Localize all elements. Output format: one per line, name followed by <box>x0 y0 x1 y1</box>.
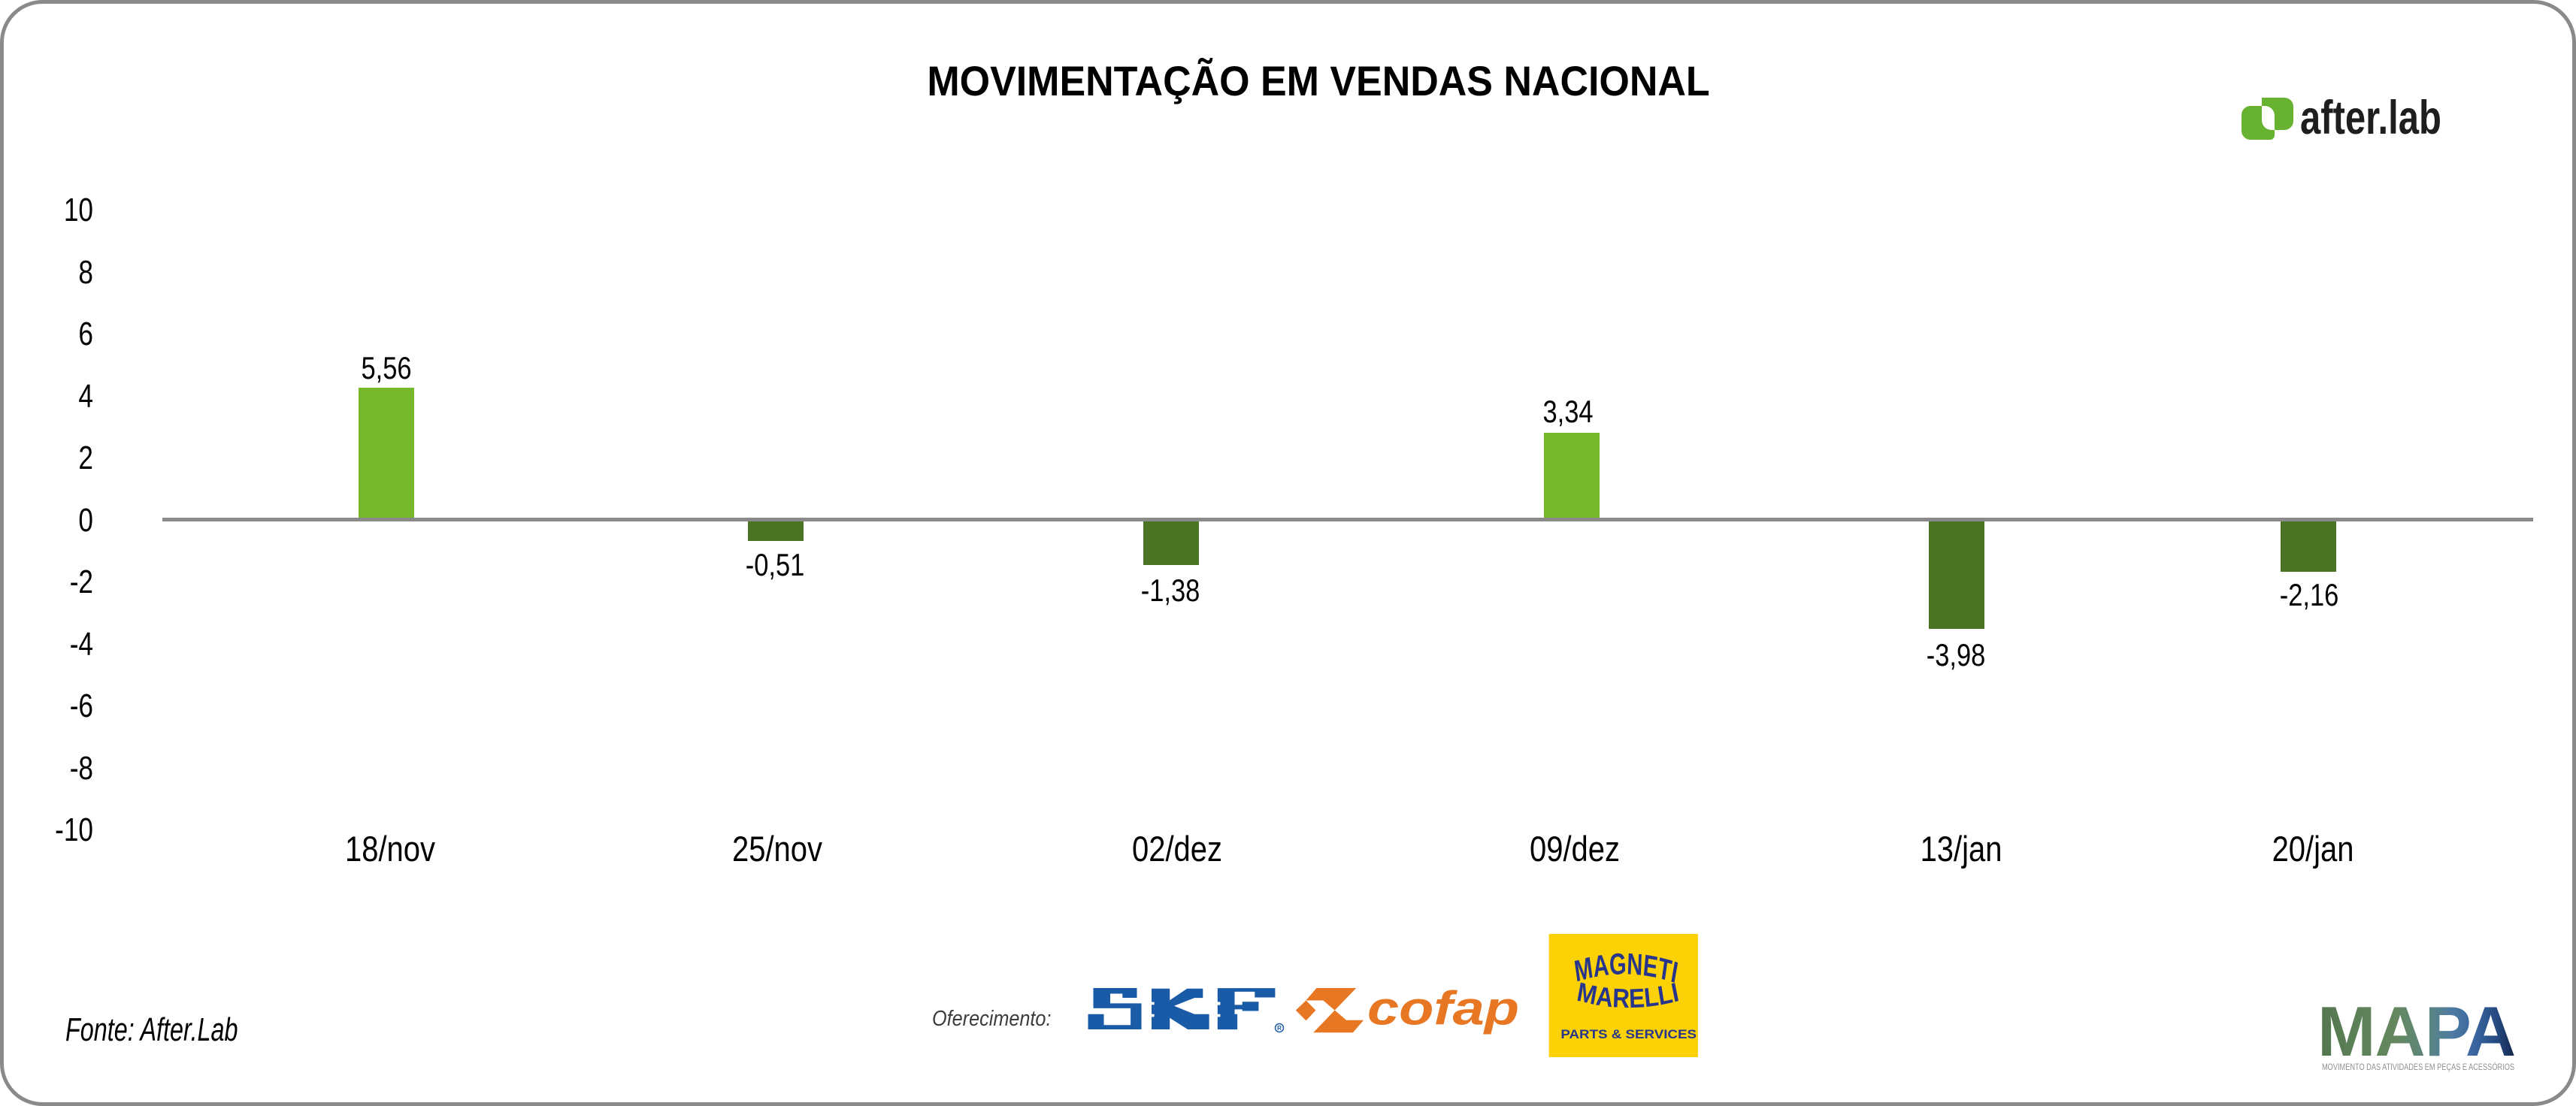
svg-text:cofap: cofap <box>1367 983 1519 1035</box>
svg-text:PARTS & SERVICES: PARTS & SERVICES <box>1560 1028 1697 1041</box>
svg-text:MAPA: MAPA <box>2317 992 2515 1071</box>
svg-text:R: R <box>1277 1025 1282 1032</box>
svg-text:MOVIMENTO DAS ATIVIDADES EM PE: MOVIMENTO DAS ATIVIDADES EM PEÇAS E ACES… <box>2322 1061 2514 1072</box>
